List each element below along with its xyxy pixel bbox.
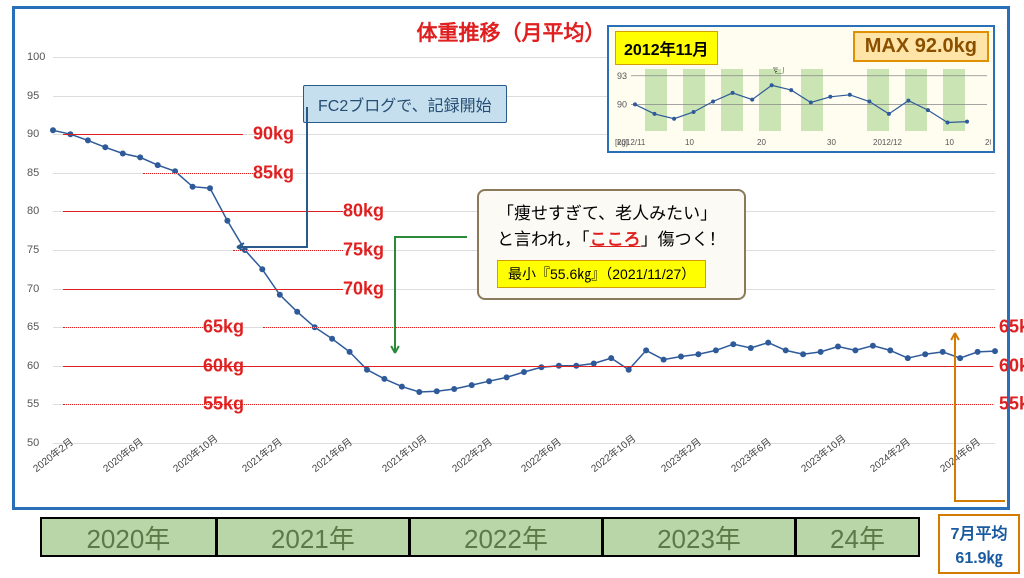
callout-start: FC2ブログで、記録開始 bbox=[303, 85, 507, 123]
min-badge: 最小『55.6㎏』（2021/11/27） bbox=[497, 260, 706, 288]
svg-text:20: 20 bbox=[985, 138, 991, 147]
svg-text:2012/12: 2012/12 bbox=[873, 138, 902, 147]
comment-l2a: と言われ，「 bbox=[497, 230, 590, 249]
comment-l2b: 」傷つく！ bbox=[641, 230, 726, 249]
mini-plot: 9093[kg]☜2012/111020302012/121020 bbox=[613, 67, 991, 149]
comment-line2: と言われ，「こころ」傷つく！ bbox=[497, 227, 726, 253]
comment-line1: 「痩せすぎて、老人みたい」 bbox=[497, 201, 726, 227]
comment-kokoro: こころ bbox=[590, 230, 641, 249]
year-cell: 2021年 bbox=[218, 519, 411, 555]
mini-month-badge: 2012年11月 bbox=[615, 31, 718, 65]
year-bar: 2020年2021年2022年2023年24年 bbox=[40, 517, 920, 557]
mini-series: 9093[kg]☜2012/111020302012/121020 bbox=[613, 67, 991, 149]
year-cell: 2020年 bbox=[42, 519, 218, 555]
current-value: 61.9㎏ bbox=[944, 544, 1014, 568]
svg-text:10: 10 bbox=[685, 138, 694, 147]
svg-text:30: 30 bbox=[827, 138, 836, 147]
svg-text:2012/11: 2012/11 bbox=[617, 138, 646, 147]
mini-chart: 2012年11月 MAX 92.0kg 9093[kg]☜2012/111020… bbox=[607, 25, 995, 153]
year-cell: 2022年 bbox=[411, 519, 604, 555]
svg-text:☜: ☜ bbox=[768, 67, 786, 80]
callout-comment: 「痩せすぎて、老人みたい」 と言われ，「こころ」傷つく！ 最小『55.6㎏』（2… bbox=[477, 189, 746, 300]
current-box: 7月平均 61.9㎏ bbox=[938, 514, 1020, 574]
svg-text:10: 10 bbox=[945, 138, 954, 147]
svg-text:20: 20 bbox=[757, 138, 766, 147]
svg-text:93: 93 bbox=[617, 71, 627, 81]
root: 体重推移（月平均） 5055606570758085909510090kg85k… bbox=[0, 0, 1024, 578]
year-cell: 24年 bbox=[797, 519, 918, 555]
chart-title: 体重推移（月平均） bbox=[417, 17, 606, 47]
chart-frame: 体重推移（月平均） 5055606570758085909510090kg85k… bbox=[12, 6, 1010, 510]
svg-text:90: 90 bbox=[617, 99, 627, 109]
year-cell: 2023年 bbox=[604, 519, 797, 555]
mini-max-badge: MAX 92.0kg bbox=[853, 31, 989, 62]
current-label: 7月平均 bbox=[944, 520, 1014, 544]
